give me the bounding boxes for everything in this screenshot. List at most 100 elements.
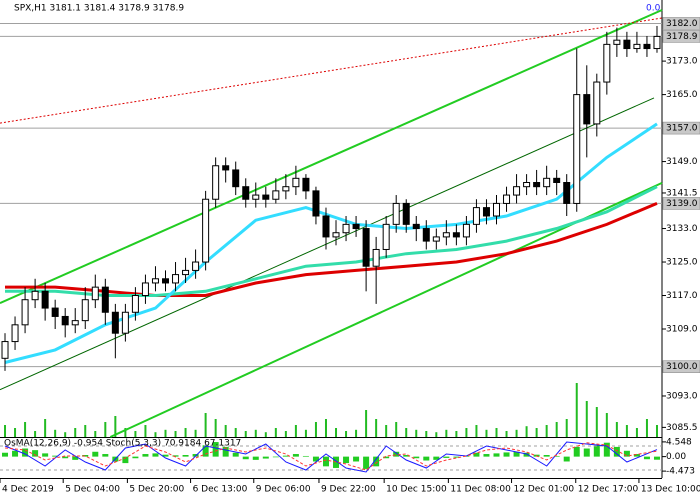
osma-bar (322, 456, 329, 467)
osma-bar (212, 442, 219, 457)
osma-bar (353, 456, 360, 462)
candle-body (182, 269, 190, 276)
osma-bar (343, 456, 350, 464)
osma-bar (312, 456, 319, 462)
volume-bar (294, 425, 297, 437)
candle-body (543, 177, 551, 188)
volume-bar (174, 431, 177, 437)
osma-bar (292, 454, 299, 457)
candle-body (392, 202, 400, 225)
candle-body (442, 232, 450, 238)
candle-body (111, 311, 119, 334)
volume-bar (264, 432, 267, 437)
volume-bar (635, 428, 638, 437)
moving-average (5, 202, 658, 297)
volume-bar (385, 425, 388, 437)
volume-bar (314, 422, 317, 437)
level-label: 3182.0 (666, 19, 698, 29)
osma-bar (232, 452, 239, 457)
volume-bar (505, 431, 508, 437)
osma-bar (433, 456, 440, 460)
candle-body (272, 190, 280, 200)
volume-bar (284, 431, 287, 437)
candle-body (222, 165, 230, 171)
candle-body (482, 207, 490, 217)
volume-bar (84, 425, 87, 437)
volume-bar (495, 428, 498, 437)
osma-bar (302, 455, 309, 457)
level-box (662, 121, 700, 135)
osma-bar (643, 456, 650, 460)
y-tick-label: -4.473 (666, 467, 695, 477)
volume-bar (194, 429, 197, 437)
volume-bar (475, 425, 478, 437)
candle-body (422, 228, 430, 242)
osma-bar (122, 456, 129, 464)
volume-bar (645, 419, 648, 437)
candle-body (141, 282, 149, 297)
volume-bar (335, 428, 338, 437)
osma-bar (653, 456, 660, 460)
candle-body (232, 169, 240, 188)
candle-body (151, 278, 159, 284)
osma-bar (172, 455, 179, 457)
osma-bar (182, 455, 189, 457)
osma-bar (373, 456, 380, 467)
y-tick-label: 3141.5 (666, 188, 698, 198)
volume-bar (64, 432, 67, 437)
volume-bar (655, 425, 658, 437)
osma-bar (242, 456, 249, 460)
volume-bar (74, 428, 77, 437)
candle-body (653, 35, 661, 50)
osma-bar (623, 450, 630, 457)
volume-bar (405, 428, 408, 437)
volume-bar (244, 431, 247, 437)
volume-bar (94, 431, 97, 437)
volume-bar (34, 431, 37, 437)
candle-body (1, 341, 9, 359)
candle-body (322, 215, 330, 238)
volume-bar (455, 431, 458, 437)
candle-body (352, 223, 360, 230)
osma-bar (32, 450, 39, 457)
candle-body (302, 177, 310, 192)
y-tick-label: 3109.0 (666, 325, 698, 335)
volume-bar (365, 410, 368, 437)
candle-body (91, 286, 99, 301)
level-box (662, 17, 700, 30)
osma-bar (383, 456, 390, 459)
y-tick-label: 3149.0 (666, 157, 698, 167)
candle-body (563, 182, 571, 204)
candle-body (432, 236, 440, 242)
osma-bar (363, 456, 370, 469)
candle-body (382, 223, 390, 250)
osma-bar (423, 456, 430, 461)
osma-bar (493, 453, 500, 457)
volume-bar (134, 431, 137, 437)
volume-bar (575, 383, 578, 437)
candle-body (342, 223, 350, 234)
osma-bar (162, 454, 169, 457)
volume-bar (375, 419, 378, 437)
candle-body (362, 228, 370, 267)
osma-bar (453, 456, 460, 458)
candle-body (121, 311, 129, 334)
osma-bar (393, 451, 400, 457)
candle-body (202, 198, 210, 263)
volume-bar (214, 419, 217, 437)
candle-body (282, 186, 290, 192)
candle-body (21, 299, 29, 326)
candle-body (452, 232, 460, 238)
candle-body (533, 182, 541, 188)
osma-bar (523, 452, 530, 457)
x-tick-label: 11 Dec 08:00 (450, 485, 511, 495)
y-tick-label: 3093.0 (666, 391, 698, 401)
level-label: 3139.0 (666, 199, 698, 209)
osma-bar (553, 455, 560, 457)
volume-bar (545, 425, 548, 437)
osma-bar (262, 456, 269, 459)
volume-bar (154, 432, 157, 437)
channel-line (0, 97, 655, 391)
volume-bar (44, 419, 47, 437)
